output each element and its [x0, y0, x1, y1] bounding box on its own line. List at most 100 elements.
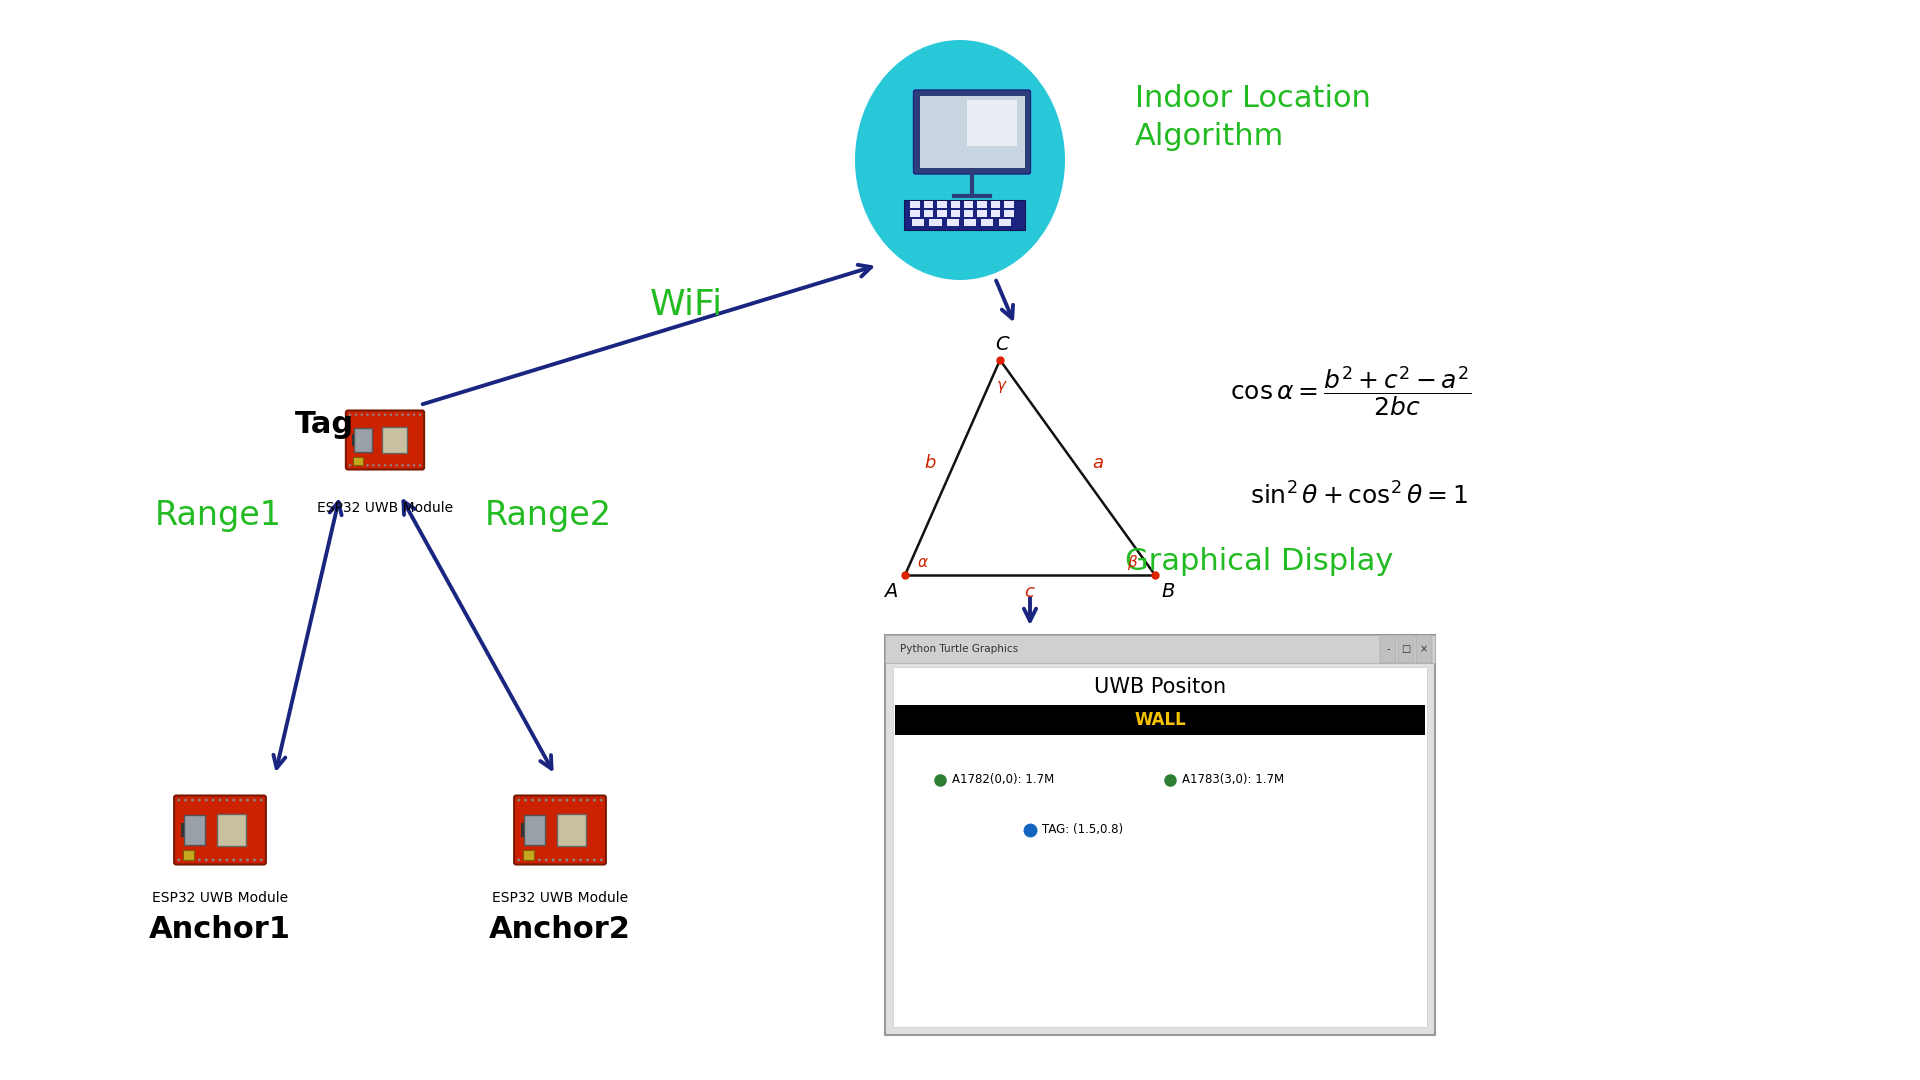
Circle shape [184, 859, 186, 862]
Circle shape [401, 464, 403, 467]
Circle shape [205, 859, 207, 862]
Bar [522, 850, 534, 860]
Circle shape [559, 799, 561, 801]
Text: -: - [1386, 644, 1390, 654]
FancyBboxPatch shape [217, 814, 246, 846]
Circle shape [367, 414, 369, 416]
Text: A1782(0,0): 1.7M: A1782(0,0): 1.7M [952, 773, 1054, 786]
Circle shape [580, 799, 582, 801]
FancyBboxPatch shape [184, 815, 205, 845]
Text: Range2: Range2 [486, 499, 612, 532]
Bar [964, 202, 973, 207]
Bar [950, 211, 960, 216]
Circle shape [246, 799, 250, 801]
Circle shape [396, 414, 397, 416]
Circle shape [532, 799, 534, 801]
Circle shape [586, 859, 589, 862]
Bar [182, 850, 194, 860]
Circle shape [593, 859, 595, 862]
Bar [964, 211, 973, 216]
Text: $c$: $c$ [1023, 583, 1035, 600]
Circle shape [524, 859, 526, 862]
Text: $\beta$: $\beta$ [1127, 553, 1139, 572]
Circle shape [259, 799, 263, 801]
Circle shape [384, 414, 386, 416]
Circle shape [572, 799, 576, 801]
Bar [977, 202, 987, 207]
Circle shape [232, 799, 234, 801]
Bar [910, 211, 920, 216]
Circle shape [355, 464, 357, 467]
Circle shape [390, 414, 392, 416]
Bar [353, 457, 363, 465]
Bar [937, 202, 947, 207]
Circle shape [253, 859, 255, 862]
FancyBboxPatch shape [914, 90, 1031, 174]
Bar [977, 211, 987, 216]
Circle shape [219, 799, 221, 801]
Text: Python Turtle Graphics: Python Turtle Graphics [900, 644, 1018, 654]
Circle shape [545, 859, 547, 862]
Bar [351, 434, 355, 446]
Circle shape [566, 859, 568, 862]
Text: WALL: WALL [1135, 711, 1187, 729]
Circle shape [349, 464, 351, 467]
Bar [991, 211, 1000, 216]
Circle shape [599, 859, 603, 862]
Circle shape [593, 799, 595, 801]
Circle shape [580, 859, 582, 862]
Bar [937, 211, 947, 216]
Bar [929, 219, 941, 226]
Circle shape [390, 464, 392, 467]
Circle shape [198, 799, 202, 801]
Bar [910, 202, 920, 207]
Circle shape [211, 799, 215, 801]
Bar [991, 202, 1000, 207]
Bar [885, 635, 1434, 663]
Circle shape [232, 859, 234, 862]
Circle shape [401, 414, 403, 416]
Bar [981, 219, 993, 226]
Circle shape [413, 464, 415, 467]
Circle shape [413, 414, 415, 416]
Circle shape [419, 464, 420, 467]
Circle shape [538, 799, 541, 801]
Text: UWB Positon: UWB Positon [1094, 677, 1227, 697]
Text: Graphical Display: Graphical Display [1125, 546, 1394, 576]
Bar [924, 211, 933, 216]
Text: $a$: $a$ [1092, 454, 1104, 472]
Circle shape [205, 799, 207, 801]
Circle shape [225, 859, 228, 862]
Circle shape [192, 859, 194, 862]
Text: $\sin^2\theta + \cos^2\theta = 1$: $\sin^2\theta + \cos^2\theta = 1$ [1250, 483, 1467, 510]
Text: $A$: $A$ [883, 582, 899, 600]
Text: TAG: (1.5,0.8): TAG: (1.5,0.8) [1043, 823, 1123, 837]
Text: ESP32 UWB Module: ESP32 UWB Module [317, 501, 453, 515]
Circle shape [367, 464, 369, 467]
Circle shape [572, 859, 576, 862]
Ellipse shape [854, 40, 1066, 280]
Circle shape [219, 859, 221, 862]
Circle shape [372, 464, 374, 467]
Circle shape [538, 859, 541, 862]
Bar [947, 219, 958, 226]
Bar [920, 96, 1025, 168]
Circle shape [419, 414, 420, 416]
Bar [885, 635, 1434, 1035]
Circle shape [378, 414, 380, 416]
Bar [1398, 635, 1413, 663]
Circle shape [524, 799, 526, 801]
Circle shape [586, 799, 589, 801]
Bar [964, 219, 975, 226]
FancyBboxPatch shape [346, 410, 424, 470]
FancyBboxPatch shape [382, 427, 407, 454]
Circle shape [566, 799, 568, 801]
Circle shape [396, 464, 397, 467]
Circle shape [559, 859, 561, 862]
Circle shape [545, 799, 547, 801]
Circle shape [259, 859, 263, 862]
Bar [893, 667, 1427, 1027]
Text: $\gamma$: $\gamma$ [996, 379, 1008, 395]
Circle shape [198, 859, 202, 862]
Bar [1004, 211, 1014, 216]
